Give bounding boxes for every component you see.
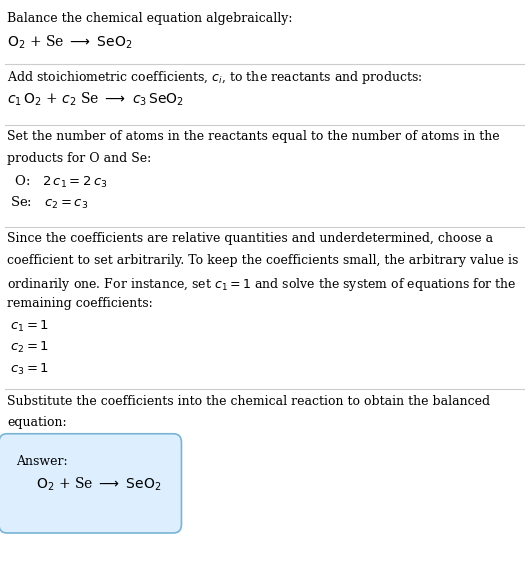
Text: $\mathrm{O_2}$ + Se $\longrightarrow$ $\mathrm{SeO_2}$: $\mathrm{O_2}$ + Se $\longrightarrow$ $\… xyxy=(7,34,132,52)
Text: coefficient to set arbitrarily. To keep the coefficients small, the arbitrary va: coefficient to set arbitrarily. To keep … xyxy=(7,254,518,267)
Text: Since the coefficients are relative quantities and underdetermined, choose a: Since the coefficients are relative quan… xyxy=(7,232,493,246)
Text: Add stoichiometric coefficients, $c_i$, to the reactants and products:: Add stoichiometric coefficients, $c_i$, … xyxy=(7,69,422,86)
Text: Answer:: Answer: xyxy=(16,455,68,468)
Text: $c_1\,\mathrm{O_2}$ + $c_2$ Se $\longrightarrow$ $c_3\,\mathrm{SeO_2}$: $c_1\,\mathrm{O_2}$ + $c_2$ Se $\longrig… xyxy=(7,91,184,108)
Text: $c_3 = 1$: $c_3 = 1$ xyxy=(10,362,49,377)
Text: ordinarily one. For instance, set $c_1 = 1$ and solve the system of equations fo: ordinarily one. For instance, set $c_1 =… xyxy=(7,276,516,293)
Text: $c_2 = 1$: $c_2 = 1$ xyxy=(10,340,49,356)
Text: Balance the chemical equation algebraically:: Balance the chemical equation algebraica… xyxy=(7,12,293,26)
Text: products for O and Se:: products for O and Se: xyxy=(7,152,151,165)
Text: $c_1 = 1$: $c_1 = 1$ xyxy=(10,319,49,334)
Text: Set the number of atoms in the reactants equal to the number of atoms in the: Set the number of atoms in the reactants… xyxy=(7,130,499,143)
Text: $\mathrm{O_2}$ + Se $\longrightarrow$ $\mathrm{SeO_2}$: $\mathrm{O_2}$ + Se $\longrightarrow$ $\… xyxy=(36,476,161,493)
Text: Se:   $c_2 = c_3$: Se: $c_2 = c_3$ xyxy=(10,195,88,211)
Text: Substitute the coefficients into the chemical reaction to obtain the balanced: Substitute the coefficients into the che… xyxy=(7,395,490,408)
FancyBboxPatch shape xyxy=(0,434,181,533)
Text: equation:: equation: xyxy=(7,416,67,429)
Text: remaining coefficients:: remaining coefficients: xyxy=(7,297,153,310)
Text: O:   $2\,c_1 = 2\,c_3$: O: $2\,c_1 = 2\,c_3$ xyxy=(10,174,107,189)
